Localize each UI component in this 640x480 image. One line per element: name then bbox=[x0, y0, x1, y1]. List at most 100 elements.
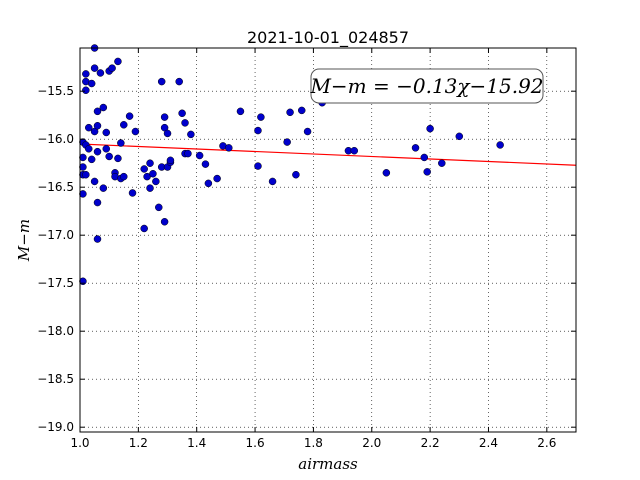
y-axis-ticks: −15.5 −16.0 −16.5 −17.0 −17.5 −18.0 −18.5 −19.0 bbox=[37, 84, 576, 434]
plot-area bbox=[80, 48, 576, 432]
data-point bbox=[195, 151, 204, 160]
data-point bbox=[140, 165, 148, 173]
data-point bbox=[155, 203, 163, 212]
data-point bbox=[146, 159, 154, 167]
data-point bbox=[201, 160, 210, 168]
data-point bbox=[82, 170, 90, 179]
data-point bbox=[496, 141, 504, 149]
data-points bbox=[79, 44, 504, 286]
data-point bbox=[146, 184, 154, 192]
data-point bbox=[178, 109, 186, 118]
fit-annotation-box bbox=[310, 68, 544, 104]
x-tick-label: 2.4 bbox=[479, 436, 498, 450]
data-point bbox=[79, 190, 87, 198]
y-tick-label: −16.5 bbox=[37, 180, 74, 194]
data-point bbox=[426, 124, 434, 133]
data-point bbox=[225, 144, 233, 152]
data-point bbox=[411, 144, 420, 152]
y-tick-label: −16.0 bbox=[37, 132, 74, 146]
data-point bbox=[166, 156, 175, 165]
x-tick-label: 1.0 bbox=[70, 436, 89, 450]
x-tick-label: 1.4 bbox=[187, 436, 206, 450]
data-point bbox=[420, 153, 429, 162]
data-point bbox=[125, 112, 134, 120]
y-axis-label: M−m bbox=[15, 219, 33, 262]
data-point bbox=[105, 152, 113, 161]
y-tick-label: −15.5 bbox=[37, 84, 74, 98]
grid bbox=[79, 48, 576, 432]
data-point bbox=[90, 177, 99, 186]
data-point bbox=[187, 130, 195, 139]
data-point bbox=[286, 108, 294, 117]
data-point bbox=[382, 169, 391, 177]
y-tick-label: −18.0 bbox=[37, 324, 74, 338]
data-point bbox=[102, 128, 111, 137]
data-point bbox=[181, 119, 189, 127]
data-point bbox=[204, 179, 213, 188]
data-point bbox=[157, 77, 166, 86]
data-point bbox=[149, 170, 157, 178]
data-point bbox=[93, 147, 102, 156]
data-point bbox=[152, 177, 160, 186]
y-tick-label: −19.0 bbox=[37, 420, 74, 434]
data-point bbox=[85, 123, 93, 132]
data-point bbox=[79, 153, 87, 162]
fit-annotation: M−m = −0.13χ−15.92 bbox=[309, 68, 544, 104]
data-point bbox=[350, 146, 359, 155]
data-point bbox=[93, 107, 102, 116]
data-point bbox=[438, 159, 446, 167]
data-point bbox=[128, 189, 137, 197]
data-point bbox=[79, 163, 87, 171]
x-tick-label: 1.6 bbox=[246, 436, 265, 450]
data-point bbox=[292, 170, 300, 179]
plot-frame bbox=[79, 47, 577, 433]
data-point bbox=[96, 69, 105, 77]
data-point bbox=[108, 64, 116, 72]
data-point bbox=[82, 86, 90, 94]
data-point bbox=[160, 113, 169, 121]
data-point bbox=[120, 121, 128, 129]
data-point bbox=[184, 149, 192, 158]
data-point bbox=[283, 138, 291, 146]
x-tick-label: 1.2 bbox=[129, 436, 148, 450]
data-point bbox=[254, 162, 262, 170]
data-point bbox=[102, 145, 111, 153]
data-point bbox=[163, 129, 172, 138]
data-point bbox=[99, 103, 108, 112]
x-tick-label: 2.2 bbox=[421, 436, 440, 450]
data-point bbox=[90, 64, 99, 72]
chart-title: 2021-10-01_024857 bbox=[247, 28, 409, 48]
data-point bbox=[160, 218, 169, 226]
data-point bbox=[455, 132, 464, 141]
fit-line-group bbox=[79, 143, 577, 166]
data-point bbox=[82, 70, 90, 78]
data-point bbox=[303, 127, 312, 136]
data-point bbox=[120, 172, 128, 181]
data-point bbox=[423, 168, 431, 176]
fit-annotation-text: M−m = −0.13χ−15.92 bbox=[309, 74, 543, 98]
data-point bbox=[93, 122, 102, 130]
x-tick-label: 2.6 bbox=[537, 436, 556, 450]
x-axis-ticks: 1.0 1.2 1.4 1.6 1.8 2.0 2.2 2.4 2.6 bbox=[70, 48, 556, 450]
data-point bbox=[87, 155, 96, 164]
data-point bbox=[117, 139, 125, 147]
y-tick-label: −18.5 bbox=[37, 372, 74, 386]
data-point bbox=[213, 174, 221, 183]
data-point bbox=[297, 106, 306, 115]
data-point bbox=[114, 154, 122, 163]
data-point bbox=[93, 235, 102, 243]
data-point bbox=[131, 127, 140, 136]
data-point bbox=[140, 224, 148, 233]
y-tick-label: −17.5 bbox=[37, 276, 74, 290]
data-point bbox=[175, 77, 183, 86]
x-tick-label: 1.8 bbox=[304, 436, 323, 450]
data-point bbox=[236, 107, 245, 116]
data-point bbox=[87, 79, 96, 88]
data-point bbox=[114, 57, 122, 66]
data-point bbox=[268, 177, 277, 186]
data-point bbox=[85, 145, 93, 153]
x-axis-label: airmass bbox=[298, 455, 358, 473]
fit-line bbox=[79, 143, 577, 166]
data-point bbox=[99, 184, 108, 192]
data-point bbox=[93, 198, 102, 207]
